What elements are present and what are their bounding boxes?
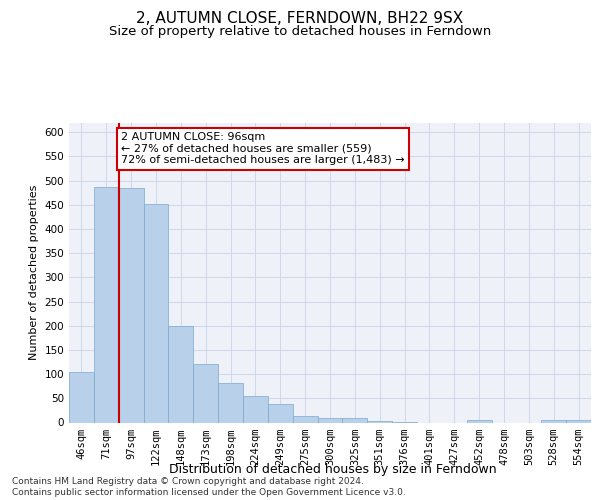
Text: 2, AUTUMN CLOSE, FERNDOWN, BH22 9SX: 2, AUTUMN CLOSE, FERNDOWN, BH22 9SX	[136, 11, 464, 26]
Bar	[169, 326, 193, 422]
Bar	[218, 383, 243, 422]
Y-axis label: Number of detached properties: Number of detached properties	[29, 185, 39, 360]
Text: Size of property relative to detached houses in Ferndown: Size of property relative to detached ho…	[109, 25, 491, 38]
Bar	[467, 420, 491, 422]
Bar	[69, 372, 94, 422]
Bar	[293, 416, 317, 422]
Bar	[268, 404, 293, 422]
Bar	[343, 418, 367, 422]
Bar	[566, 420, 591, 422]
Bar	[243, 396, 268, 422]
Text: Distribution of detached houses by size in Ferndown: Distribution of detached houses by size …	[169, 462, 497, 475]
Bar	[193, 364, 218, 422]
Bar	[143, 204, 169, 422]
Bar	[94, 187, 119, 422]
Text: 2 AUTUMN CLOSE: 96sqm
← 27% of detached houses are smaller (559)
72% of semi-det: 2 AUTUMN CLOSE: 96sqm ← 27% of detached …	[121, 132, 405, 166]
Bar	[541, 420, 566, 422]
Bar	[317, 418, 343, 422]
Bar	[119, 188, 143, 422]
Bar	[367, 421, 392, 422]
Text: Contains HM Land Registry data © Crown copyright and database right 2024.
Contai: Contains HM Land Registry data © Crown c…	[12, 478, 406, 497]
